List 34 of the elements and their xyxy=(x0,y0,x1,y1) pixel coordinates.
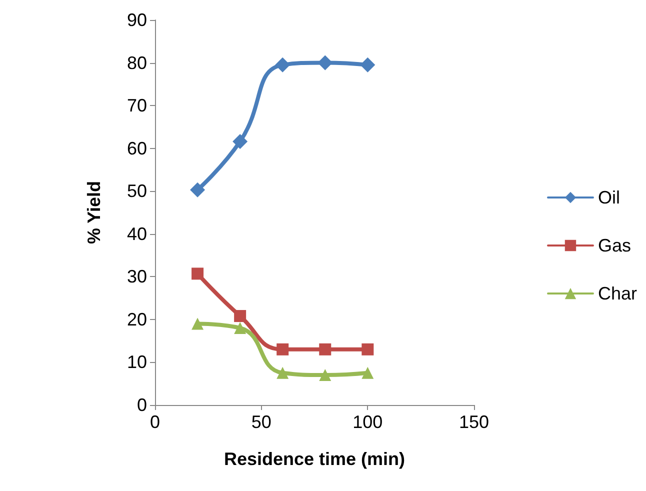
point xyxy=(275,57,290,72)
point xyxy=(234,310,246,322)
point xyxy=(192,318,204,330)
y-tick-label: 70 xyxy=(126,96,147,116)
y-axis-title: % Yield xyxy=(84,180,104,244)
y-tick-label: 40 xyxy=(126,224,147,244)
legend-label: Gas xyxy=(598,236,631,256)
point xyxy=(318,55,333,70)
y-tick-label: 60 xyxy=(126,138,147,158)
point xyxy=(319,343,332,356)
x-tick-label: 100 xyxy=(352,412,383,432)
point xyxy=(319,369,332,382)
point xyxy=(362,343,374,356)
y-tick-label: 90 xyxy=(126,10,147,30)
point xyxy=(360,57,376,72)
x-tick-label: 50 xyxy=(251,412,272,432)
x-tick-label: 150 xyxy=(458,412,490,432)
x-axis-title: Residence time (min) xyxy=(224,449,406,469)
legend-label: Char xyxy=(598,284,638,304)
point xyxy=(276,366,289,379)
x-tick-label: 0 xyxy=(150,412,160,432)
legend-label: Oil xyxy=(598,188,620,208)
y-tick-label: 10 xyxy=(126,352,147,372)
y-tick-label: 30 xyxy=(126,266,147,287)
point xyxy=(362,366,374,379)
point xyxy=(276,343,289,356)
point xyxy=(234,322,246,334)
y-tick-label: 80 xyxy=(126,52,147,73)
point xyxy=(190,182,206,198)
y-tick-label: 50 xyxy=(126,181,147,202)
y-tick-label: 20 xyxy=(126,309,147,330)
point xyxy=(192,268,204,280)
y-tick-label: 0 xyxy=(136,395,147,415)
point xyxy=(232,134,248,149)
